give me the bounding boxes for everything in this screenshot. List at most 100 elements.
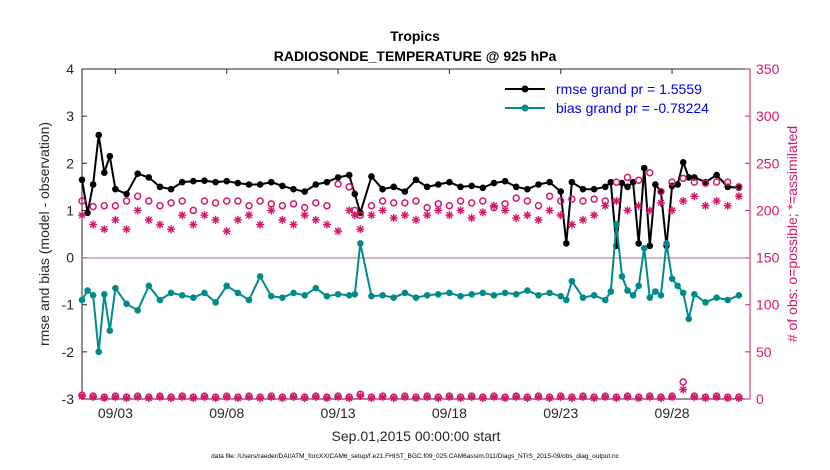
assimilated-star-marker <box>701 201 710 210</box>
assimilated-star-marker <box>601 201 610 210</box>
series-point-0 <box>468 182 475 190</box>
x-tick-label: 09/13 <box>321 405 356 421</box>
series-point-0 <box>223 177 231 185</box>
series-point-0 <box>401 188 409 195</box>
series-point-0 <box>279 182 286 190</box>
series-point-1 <box>635 282 642 290</box>
assimilated-star-marker <box>579 393 587 402</box>
series-point-0 <box>267 178 275 186</box>
possible-circle-marker <box>668 178 676 186</box>
series-point-0 <box>290 185 297 193</box>
series-point-0 <box>190 177 197 185</box>
assimilated-star-marker <box>512 393 521 402</box>
assimilated-star-marker <box>512 213 521 222</box>
possible-circle-marker <box>345 183 353 191</box>
series-point-1 <box>563 296 570 304</box>
series-point-1 <box>724 296 732 304</box>
possible-circle-marker <box>657 187 665 196</box>
x-tick-label: 09/28 <box>655 405 690 421</box>
assimilated-star-marker <box>445 393 454 402</box>
series-point-1 <box>78 296 86 304</box>
assimilated-star-marker <box>155 220 164 229</box>
series-point-1 <box>691 291 698 298</box>
assimilated-star-marker <box>189 220 198 229</box>
possible-circle-marker <box>456 197 465 205</box>
series-point-1 <box>334 291 342 298</box>
possible-circle-marker <box>200 197 209 205</box>
y2-tick-labels: 350 300 250 200 150 100 50 0 <box>756 61 780 407</box>
possible-circle-marker <box>256 197 264 205</box>
possible-circle-marker <box>78 197 86 205</box>
possible-circle-marker <box>701 179 710 187</box>
assimilated-star-marker <box>567 220 576 229</box>
assimilated-star-marker <box>345 206 354 215</box>
assimilated-star-marker <box>89 393 98 402</box>
series-point-0 <box>368 173 375 180</box>
series-point-0 <box>134 170 141 177</box>
assimilated-star-marker <box>222 393 231 402</box>
series-point-1 <box>123 300 130 308</box>
series-point-0 <box>601 183 609 191</box>
assimilated-star-marker <box>534 215 543 224</box>
assimilated-star-marker <box>256 394 265 403</box>
possible-circle-marker <box>367 201 376 210</box>
assimilated-star-marker <box>111 215 120 224</box>
possible-circle-marker <box>679 378 687 386</box>
assimilated-star-marker <box>400 211 409 220</box>
series-point-1 <box>685 315 693 323</box>
assimilated-star-marker <box>233 215 242 224</box>
y-tick-label: 2 <box>66 155 74 171</box>
series-point-1 <box>167 289 175 297</box>
possible-circle-marker <box>479 197 487 205</box>
x-tick-label: 09/03 <box>98 405 133 421</box>
assimilated-star-marker <box>723 201 732 210</box>
assimilated-star-marker <box>78 392 86 401</box>
series-point-0 <box>652 181 659 188</box>
possible-circle-marker <box>401 199 409 207</box>
series-point-1 <box>301 291 308 299</box>
series-point-0 <box>635 240 642 247</box>
assimilated-star-marker <box>300 394 309 403</box>
possible-circle-marker <box>634 176 643 185</box>
assimilated-star-marker <box>501 206 510 215</box>
possible-circle-marker <box>623 173 632 182</box>
series-point-1 <box>345 291 353 299</box>
assimilated-star-marker <box>723 394 732 403</box>
series-point-1 <box>501 289 509 297</box>
assimilated-star-marker <box>668 206 677 215</box>
assimilated-star-marker <box>334 227 343 236</box>
assimilated-star-marker <box>100 225 109 234</box>
possible-circle-marker <box>234 197 242 205</box>
legend-marker-rmse <box>521 85 529 93</box>
assimilated-star-marker <box>623 393 632 402</box>
series-point-1 <box>535 291 542 299</box>
assimilated-star-marker <box>222 227 231 236</box>
y-tick-label: -3 <box>62 391 75 407</box>
assimilated-star-marker <box>311 393 320 402</box>
y2-tick-label: 300 <box>756 108 780 124</box>
series-point-1 <box>379 291 386 299</box>
chart-subtitle: RADIOSONDE_TEMPERATURE @ 925 hPa <box>274 48 557 64</box>
y2-tick-label: 0 <box>756 391 764 407</box>
series-point-1 <box>490 291 498 299</box>
series-point-0 <box>546 178 553 186</box>
assimilated-star-marker <box>423 211 432 220</box>
assimilated-star-marker <box>734 192 743 201</box>
possible-circle-marker <box>378 197 387 205</box>
possible-circle-marker <box>100 201 109 210</box>
assimilated-star-marker <box>278 215 287 224</box>
assimilated-star-marker <box>178 393 187 402</box>
assimilated-star-marker <box>423 393 432 402</box>
series-point-0 <box>256 181 264 188</box>
series-point-1 <box>601 296 609 304</box>
series-point-0 <box>490 179 498 187</box>
possible-circle-marker <box>723 178 732 186</box>
assimilated-star-marker <box>144 215 153 224</box>
possible-circle-marker <box>590 195 598 203</box>
series-point-0 <box>156 183 164 191</box>
series-point-0 <box>234 179 242 187</box>
assimilated-star-marker <box>590 394 599 403</box>
assimilated-star-marker <box>167 394 176 403</box>
y2-tick-label: 200 <box>756 202 780 218</box>
